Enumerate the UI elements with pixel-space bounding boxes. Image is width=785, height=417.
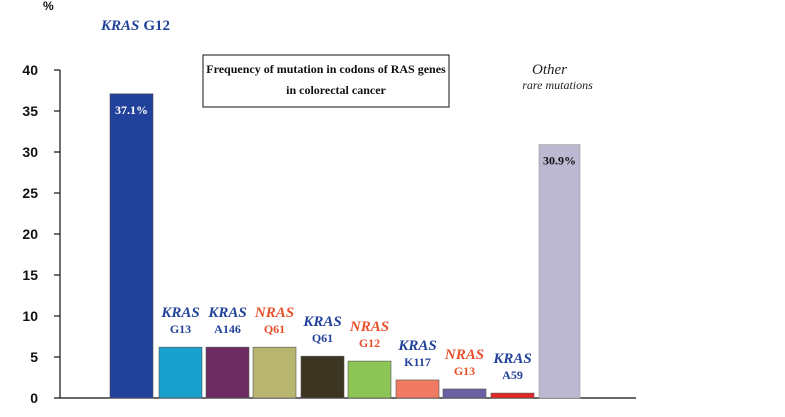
category-codon-label: G13 — [454, 364, 475, 378]
category-gene-label: NRAS — [349, 319, 389, 335]
category-label-other: Other — [532, 62, 567, 78]
y-tick-label: 35 — [22, 103, 38, 119]
bar-nras-g13 — [442, 388, 487, 399]
chart-title-box: Frequency of mutation in codons of RAS g… — [202, 54, 450, 108]
bars-layer — [109, 93, 581, 399]
category-sublabel-other: rare mutations — [522, 78, 593, 92]
category-gene-label: NRAS — [444, 347, 484, 363]
bar-value-label: 30.9% — [543, 154, 576, 168]
y-tick-label: 5 — [30, 349, 38, 365]
y-tick-label: 15 — [22, 267, 38, 283]
category-gene-label: NRAS — [254, 305, 294, 321]
y-tick-label: 30 — [22, 144, 38, 160]
category-gene-label: KRAS — [492, 351, 531, 367]
bar-value-label: 37.1% — [115, 103, 148, 117]
category-codon-label: G13 — [170, 322, 191, 336]
bar-kras-k117 — [395, 379, 440, 399]
bar-kras-g13 — [158, 346, 203, 399]
bar-kras-g12 — [109, 93, 154, 399]
bar-kras-a146 — [205, 346, 250, 399]
category-gene-label: KRAS — [207, 305, 246, 321]
y-tick-label: 20 — [22, 226, 38, 242]
y-tick-label: 25 — [22, 185, 38, 201]
bar-kras-q61 — [300, 355, 345, 399]
category-gene-label: KRAS — [302, 314, 341, 330]
category-codon-label: K117 — [404, 355, 431, 369]
axis-layer: 0 5 10 15 20 25 30 35 40 — [22, 62, 636, 406]
category-codon-label: Q61 — [312, 331, 333, 345]
y-axis-unit-label: % — [43, 0, 54, 13]
category-codon-label: G12 — [359, 336, 380, 350]
chart-title: Frequency of mutation in codons of RAS g… — [206, 62, 446, 76]
bar-kras-a59 — [490, 392, 535, 399]
bar-other-rare-mutations — [538, 144, 581, 399]
category-gene-label: KRAS — [397, 338, 436, 354]
category-label-kras-g12: KRAS G12 — [100, 18, 170, 34]
category-gene-label: KRAS — [160, 305, 199, 321]
category-codon-label: Q61 — [264, 322, 285, 336]
bar-nras-q61 — [252, 346, 297, 399]
bar-nras-g12 — [347, 360, 392, 399]
y-tick-label: 10 — [22, 308, 38, 324]
chart-title-line2: in colorectal cancer — [286, 83, 386, 97]
category-codon-label: A59 — [502, 368, 523, 382]
category-codon-label: A146 — [214, 322, 241, 336]
y-tick-label: 0 — [30, 390, 38, 406]
y-tick-label: 40 — [22, 62, 38, 78]
